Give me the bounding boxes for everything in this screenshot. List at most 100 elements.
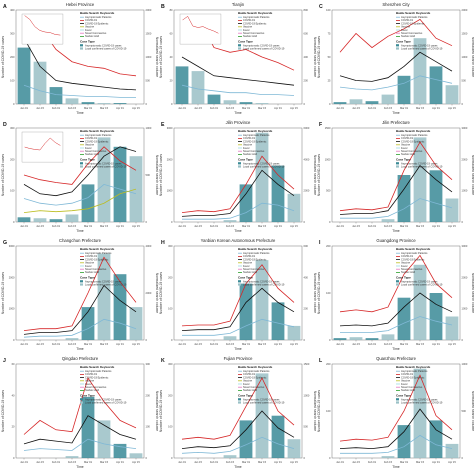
case-bar xyxy=(333,102,347,104)
legend-item: Local confirmed cases of COVID-19 xyxy=(85,283,127,287)
legend-swatch xyxy=(80,44,83,47)
series-line-covid19 xyxy=(23,256,137,331)
legend-item: Vaccine xyxy=(401,379,411,383)
x-tick-label: Feb 01 xyxy=(368,460,377,464)
case-bar xyxy=(49,219,63,222)
x-tick-label: Jan 01 xyxy=(178,106,186,110)
case-bar xyxy=(129,453,143,458)
case-bar xyxy=(365,338,379,340)
legend-item: Asymptomatic COVID-19 cases xyxy=(85,161,122,165)
right-axis-label: Normalized search volume xyxy=(155,273,159,313)
x-tick-label: Feb 01 xyxy=(210,106,219,110)
case-bar xyxy=(255,373,269,458)
left-tick-label: 0 xyxy=(329,456,331,460)
case-bar xyxy=(239,283,253,340)
left-tick-label: 100 xyxy=(326,8,331,12)
chart-panel-g: G Changchun Prefecture Jan 01 Jan 15 Feb 01 F… xyxy=(1,238,159,351)
left-axis-label: Number of COVID-19 cases xyxy=(1,390,5,433)
legend-swatch xyxy=(80,165,83,168)
x-tick-label: Apr 15 xyxy=(448,224,456,228)
case-bar xyxy=(97,253,111,340)
series-line-covid19 xyxy=(339,18,453,53)
legend-item: Asymptomatic COVID-19 cases xyxy=(243,397,280,401)
legend-swatch xyxy=(80,280,83,283)
legend-item: COVID-19 xyxy=(401,372,414,376)
left-tick-label: 300 xyxy=(168,244,173,248)
right-tick-label: 500 xyxy=(304,425,309,429)
x-axis-label: Time xyxy=(76,465,84,469)
legend-item: Novel Coronavirus xyxy=(85,149,107,153)
right-tick-label: 0 xyxy=(304,220,306,224)
series-line-vaccine xyxy=(23,188,137,213)
case-bar xyxy=(381,334,395,340)
right-tick-label: 1500 xyxy=(304,362,310,366)
series-line-epidemic xyxy=(181,287,295,331)
x-tick-label: Apr 01 xyxy=(432,224,440,228)
left-tick-label: 2000 xyxy=(167,157,173,161)
case-bar xyxy=(333,338,347,340)
series-line-epidemic xyxy=(339,165,453,215)
left-axis-label: Number of COVID-19 cases xyxy=(1,36,5,79)
x-tick-label: Apr 01 xyxy=(116,106,124,110)
panel-letter: F xyxy=(319,122,322,128)
right-tick-label: 6000 xyxy=(304,126,310,130)
right-axis-label: Normalized search volume xyxy=(155,155,159,195)
left-tick-label: 100 xyxy=(326,409,331,413)
case-bar xyxy=(65,98,79,104)
legend-item: Fever xyxy=(243,264,250,268)
x-axis-label: Time xyxy=(392,347,400,351)
case-bar xyxy=(381,94,395,104)
series-line-epidemic xyxy=(181,410,295,449)
left-tick-label: 80 xyxy=(170,8,173,12)
legend-item: COVID-19 Epidemic xyxy=(85,257,109,261)
left-tick-label: 300 xyxy=(10,32,15,36)
legend-item: Nucleic Acid xyxy=(401,270,416,274)
series-line-asymptomatic xyxy=(23,84,136,98)
legend-swatch xyxy=(238,398,241,401)
x-tick-label: Mar 01 xyxy=(400,460,409,464)
legend-case-head: Case Type xyxy=(396,393,411,397)
x-tick-label: Jan 01 xyxy=(336,342,344,346)
legend-item: Fever xyxy=(401,382,408,386)
case-bar xyxy=(239,420,253,458)
right-tick-label: 2000 xyxy=(304,189,310,193)
right-tick-label: 1000 xyxy=(462,362,468,366)
case-bar xyxy=(207,94,221,104)
legend-item: COVID-19 Epidemic xyxy=(401,257,425,261)
legend-item: COVID-19 xyxy=(243,372,256,376)
panel-letter: L xyxy=(319,358,323,364)
x-tick-label: Jan 01 xyxy=(20,460,28,464)
legend-item: Nucleic Acid xyxy=(243,270,258,274)
legend-keyword-head: Baidu Search Keywords xyxy=(80,11,115,15)
left-tick-label: 25 xyxy=(328,79,331,83)
x-tick-label: Feb 15 xyxy=(68,460,77,464)
legend-item: Asymptomatic Patients xyxy=(85,133,112,137)
x-tick-label: Apr 15 xyxy=(132,460,140,464)
legend-keyword-head: Baidu Search Keywords xyxy=(396,247,431,251)
legend-item: Local confirmed cases of COVID-19 xyxy=(85,47,127,51)
case-bar xyxy=(287,193,301,222)
x-axis-label: Time xyxy=(76,347,84,351)
legend-item: Vaccine xyxy=(85,379,95,383)
legend-item: COVID-19 xyxy=(85,372,98,376)
case-bar xyxy=(397,75,411,104)
x-tick-label: Feb 01 xyxy=(52,224,61,228)
legend-item: Local confirmed cases of COVID-19 xyxy=(85,401,127,405)
legend-keyword-head: Baidu Search Keywords xyxy=(396,365,431,369)
legend-keyword-head: Baidu Search Keywords xyxy=(238,365,273,369)
series-line-asymptomatic xyxy=(340,198,453,219)
right-tick-label: 500 xyxy=(462,79,467,83)
x-tick-label: Mar 15 xyxy=(258,342,267,346)
x-tick-label: Jan 15 xyxy=(352,460,360,464)
x-tick-label: Mar 01 xyxy=(242,342,251,346)
x-tick-label: Jan 15 xyxy=(194,106,202,110)
left-tick-label: 300 xyxy=(168,362,173,366)
legend-swatch xyxy=(80,162,83,165)
x-tick-label: Apr 15 xyxy=(448,460,456,464)
legend-item: COVID-19 Epidemic xyxy=(85,21,109,25)
legend-item: Nucleic Acid xyxy=(243,152,258,156)
legend-item: Novel Coronavirus xyxy=(401,31,423,35)
right-tick-label: 1500 xyxy=(146,32,152,36)
right-axis-label: Normalized search volume xyxy=(471,155,474,195)
chart-panel-i: I Guangdong Province Jan 01 Jan 15 Feb 01 Feb… xyxy=(317,238,474,351)
